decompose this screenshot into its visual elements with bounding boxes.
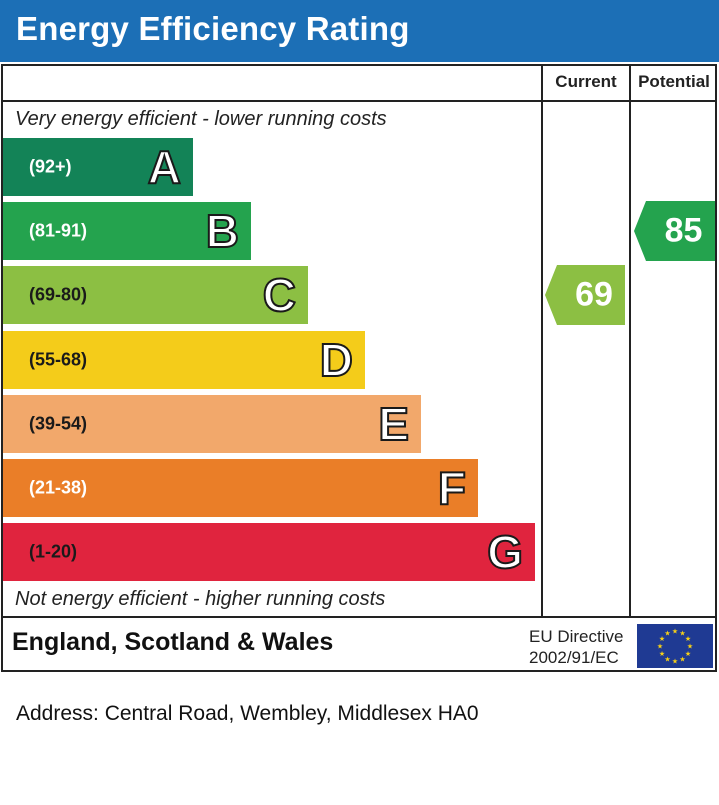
header-divider xyxy=(1,100,717,102)
eu-star: ★ xyxy=(657,643,663,651)
directive-line-2: 2002/91/EC xyxy=(529,648,619,667)
band-c: (69-80) C xyxy=(3,266,308,324)
band-d: (55-68) D xyxy=(3,331,365,389)
bottom-caption: Not energy efficient - higher running co… xyxy=(15,588,386,610)
eu-star: ★ xyxy=(685,650,691,658)
page-title: Energy Efficiency Rating xyxy=(16,10,410,47)
eu-star: ★ xyxy=(672,658,678,666)
eu-star: ★ xyxy=(659,650,665,658)
band-range-label: (1-20) xyxy=(29,541,78,562)
address: Address: Central Road, Wembley, Middlese… xyxy=(16,702,479,725)
band-letter: E xyxy=(377,398,410,450)
eu-star: ★ xyxy=(687,643,693,651)
band-letter: A xyxy=(147,141,182,193)
band-letter: D xyxy=(319,334,354,386)
eu-star: ★ xyxy=(664,655,670,663)
directive-line-1: EU Directive xyxy=(529,627,624,646)
eu-star: ★ xyxy=(679,630,685,638)
eu-star: ★ xyxy=(679,655,685,663)
region-label: England, Scotland & Wales xyxy=(12,628,334,656)
eu-flag-icon: ★ ★ ★ ★ ★ ★ ★ ★ ★ ★ ★ ★ xyxy=(637,624,713,668)
band-e: (39-54) E xyxy=(3,395,421,453)
current-column-divider xyxy=(541,64,543,618)
band-range-label: (69-80) xyxy=(29,284,88,305)
footer-divider xyxy=(1,616,717,618)
chart-frame xyxy=(1,64,717,672)
band-range-label: (39-54) xyxy=(29,413,88,434)
eu-star: ★ xyxy=(659,635,665,643)
band-range-label: (21-38) xyxy=(29,477,88,498)
top-caption: Very energy efficient - lower running co… xyxy=(15,108,387,130)
potential-column-divider xyxy=(629,64,631,618)
potential-column-header: Potential xyxy=(638,72,710,91)
band-b: (81-91) B xyxy=(3,202,251,260)
eu-star: ★ xyxy=(664,630,670,638)
band-range-label: (92+) xyxy=(29,156,72,177)
current-rating-arrow: 69 xyxy=(545,265,625,325)
eu-star: ★ xyxy=(672,628,678,636)
title-bar: Energy Efficiency Rating xyxy=(0,0,719,62)
eu-directive: EU Directive 2002/91/EC xyxy=(529,626,623,668)
band-letter: G xyxy=(486,526,524,578)
potential-rating-arrow: 85 xyxy=(634,201,715,261)
band-range-label: (55-68) xyxy=(29,349,88,370)
current-rating-arrow-value: 69 xyxy=(575,275,613,314)
band-g: (1-20) G xyxy=(3,523,535,581)
eu-star: ★ xyxy=(685,635,691,643)
potential-rating-arrow-value: 85 xyxy=(664,211,703,250)
band-letter: C xyxy=(262,269,297,321)
band-letter: B xyxy=(205,205,240,257)
band-f: (21-38) F xyxy=(3,459,478,517)
current-column-header: Current xyxy=(555,72,617,91)
band-a: (92+) A xyxy=(3,138,193,196)
band-range-label: (81-91) xyxy=(29,220,88,241)
band-letter: F xyxy=(437,462,467,514)
